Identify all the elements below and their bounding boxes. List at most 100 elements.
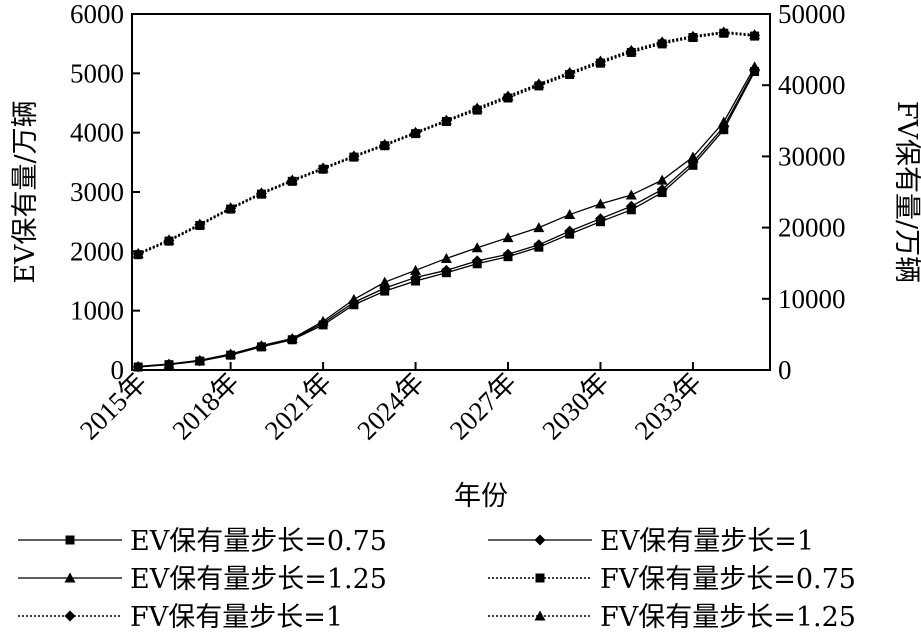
data-point: [625, 44, 637, 55]
x-tick-label: 2021年: [259, 367, 337, 445]
data-point: [656, 174, 668, 185]
data-point: [317, 315, 329, 326]
legend-label: EV保有量步长=0.75: [130, 526, 387, 557]
data-point: [163, 358, 175, 369]
legend: EV保有量步长=0.75 EV保有量步长=1 EV保有量步长=1.25 FV保有量步长…: [18, 526, 856, 633]
data-point: [594, 213, 606, 225]
data-point: [255, 340, 267, 351]
series-6: [132, 26, 761, 258]
series-line: [137, 31, 755, 255]
legend-label: EV保有量步长=1.25: [130, 564, 387, 595]
data-point: [471, 255, 483, 267]
data-point: [194, 218, 206, 229]
left-y-tick-label: 3000: [70, 177, 124, 207]
data-point: [533, 78, 545, 89]
series-line: [138, 66, 756, 368]
legend-marker: [64, 610, 76, 622]
data-point: [749, 61, 761, 72]
plot-frame: [131, 13, 771, 371]
series-3: [132, 61, 761, 371]
legend-item: FV保有量步长=0.75: [488, 564, 856, 595]
data-point: [317, 162, 329, 173]
data-point: [564, 66, 576, 77]
data-point: [440, 252, 452, 263]
x-axis-title: 年份: [454, 481, 508, 512]
legend-marker: [64, 572, 76, 583]
data-point: [502, 248, 514, 260]
data-point: [379, 138, 391, 149]
data-point: [255, 187, 267, 198]
data-point: [564, 209, 576, 220]
series-line: [137, 32, 755, 256]
legend-label: FV保有量步长=0.75: [600, 564, 856, 595]
data-point: [132, 360, 144, 371]
series-4: [133, 28, 760, 260]
right-y-axis-title: FV保有量/万辆: [891, 101, 921, 283]
data-point: [687, 151, 699, 162]
axes: 0 1000 2000 3000 4000 5000 6000 0 10000 20000 3000…: [10, 0, 921, 512]
data-point: [163, 234, 175, 245]
x-tick-label: 2024年: [351, 367, 429, 445]
data-point: [625, 200, 637, 212]
left-y-tick-label: 6000: [70, 0, 124, 29]
right-y-tick-label: 20000: [778, 213, 846, 243]
data-point: [348, 293, 360, 304]
series-5: [132, 27, 761, 260]
series-layer: [132, 26, 761, 373]
data-point: [718, 26, 730, 37]
data-point: [286, 174, 298, 185]
data-point: [471, 102, 483, 113]
legend-marker: [534, 610, 546, 621]
legend-item: EV保有量步长=1.25: [18, 564, 387, 595]
data-point: [594, 55, 606, 66]
series-line: [138, 69, 756, 368]
legend-marker: [535, 573, 545, 583]
data-point: [594, 198, 606, 209]
data-point: [502, 232, 514, 243]
data-point: [625, 189, 637, 200]
data-point: [502, 90, 514, 101]
data-point: [564, 225, 576, 237]
data-point: [533, 239, 545, 251]
left-y-tick-label: 4000: [70, 118, 124, 148]
left-y-tick-label: 1000: [70, 296, 124, 326]
series-line: [137, 30, 755, 254]
legend-label: EV保有量步长=1: [600, 526, 814, 557]
legend-label: FV保有量步长=1: [130, 602, 343, 633]
x-tick-label: 2027年: [444, 367, 522, 445]
legend-label: FV保有量步长=1.25: [600, 602, 856, 633]
data-point: [718, 116, 730, 127]
left-y-tick-label: 2000: [70, 236, 124, 266]
data-point: [348, 150, 360, 161]
data-point: [225, 202, 237, 213]
data-point: [379, 276, 391, 287]
series-2: [132, 64, 761, 373]
data-point: [286, 333, 298, 344]
right-y-tick-label: 50000: [778, 0, 846, 29]
right-y-tick-label: 40000: [778, 70, 846, 100]
data-point: [656, 184, 668, 196]
x-tick-label: 2018年: [166, 367, 244, 445]
data-point: [194, 354, 206, 365]
left-y-tick-label: 0: [111, 355, 125, 385]
right-y-tick-label: 30000: [778, 141, 846, 171]
data-point: [471, 242, 483, 253]
legend-item: FV保有量步长=1.25: [488, 602, 856, 633]
left-y-axis-title: EV保有量/万辆: [10, 100, 41, 283]
data-point: [440, 264, 452, 276]
data-point: [132, 247, 144, 258]
right-y-tick-label: 10000: [778, 284, 846, 314]
data-point: [533, 222, 545, 233]
right-y-tick-label: 0: [778, 355, 792, 385]
x-tick-label: 2033年: [629, 367, 707, 445]
left-y-tick-label: 5000: [70, 58, 124, 88]
data-point: [225, 348, 237, 359]
data-point: [749, 29, 761, 40]
legend-item: EV保有量步长=0.75: [18, 526, 387, 557]
legend-marker: [65, 535, 75, 545]
legend-marker: [534, 534, 546, 546]
series-1: [133, 67, 760, 372]
legend-item: FV保有量步长=1: [18, 602, 343, 633]
data-point: [410, 126, 422, 137]
